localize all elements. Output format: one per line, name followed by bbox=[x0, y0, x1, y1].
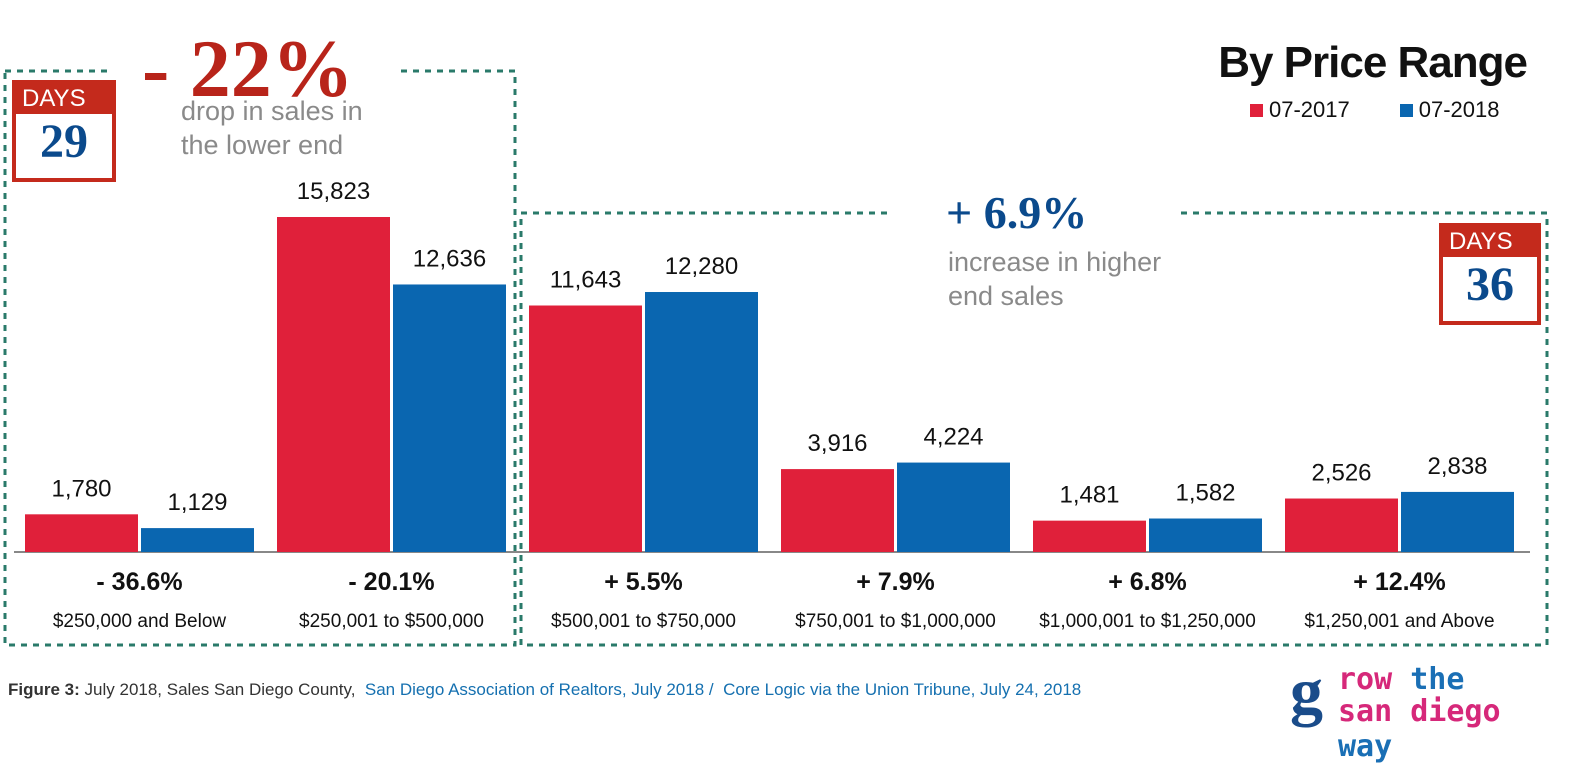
higher-end-note: increase in higher end sales bbox=[948, 245, 1161, 313]
change-label-1: - 20.1% bbox=[348, 568, 434, 596]
category-label-4: $1,000,001 to $1,250,000 bbox=[1039, 611, 1256, 632]
logo-word-san-diego: san diego bbox=[1338, 694, 1501, 729]
logo-word-row: row bbox=[1338, 662, 1393, 697]
source-separator: / bbox=[708, 680, 714, 699]
bar-07-2017-3 bbox=[781, 469, 894, 552]
bar-07-2017-0 bbox=[25, 514, 138, 552]
bar-chart: 1,780 1,129 - 36.6% $250,000 and Below 15,82… bbox=[3, 60, 1549, 647]
bar-07-2017-5 bbox=[1285, 498, 1398, 552]
value-label-07-2018-5: 2,838 bbox=[1427, 453, 1487, 480]
figure-label: Figure 3: bbox=[8, 680, 80, 699]
legend-swatch-2018 bbox=[1399, 103, 1413, 117]
chart-title: By Price Range bbox=[1218, 38, 1528, 87]
value-label-07-2017-4: 1,481 bbox=[1059, 482, 1119, 509]
change-label-4: + 6.8% bbox=[1108, 568, 1187, 596]
value-label-07-2018-3: 4,224 bbox=[923, 424, 983, 451]
category-label-1: $250,001 to $500,000 bbox=[299, 611, 484, 632]
logo-letter-g: g bbox=[1290, 655, 1323, 728]
days-value-lower: 29 bbox=[40, 115, 88, 168]
days-label-higher: DAYS bbox=[1443, 227, 1537, 257]
logo-word-the: the bbox=[1410, 662, 1465, 697]
bar-07-2018-0 bbox=[141, 528, 254, 552]
days-box-lower: DAYS 29 bbox=[12, 80, 116, 182]
bar-07-2017-1 bbox=[277, 217, 390, 552]
value-label-07-2017-5: 2,526 bbox=[1311, 460, 1371, 487]
change-label-0: - 36.6% bbox=[96, 568, 182, 596]
change-label-2: + 5.5% bbox=[604, 568, 683, 596]
lower-end-pct: - 22% bbox=[142, 23, 354, 114]
category-label-0: $250,000 and Below bbox=[53, 611, 227, 632]
days-label-lower: DAYS bbox=[16, 84, 112, 114]
source-link-realtors[interactable]: San Diego Association of Realtors, July … bbox=[364, 680, 705, 699]
category-label-2: $500,001 to $750,000 bbox=[551, 611, 736, 632]
frame-gap-higher bbox=[888, 200, 1180, 224]
change-label-3: + 7.9% bbox=[856, 568, 935, 596]
legend-label-2017: 07-2017 bbox=[1269, 97, 1350, 122]
figure-caption: Figure 3: July 2018, Sales San Diego Cou… bbox=[8, 680, 1081, 700]
figure-description: July 2018, Sales San Diego County, bbox=[84, 680, 356, 699]
value-label-07-2018-1: 12,636 bbox=[413, 245, 486, 272]
value-label-07-2017-1: 15,823 bbox=[297, 178, 370, 205]
category-label-3: $750,001 to $1,000,000 bbox=[795, 611, 996, 632]
days-box-higher: DAYS 36 bbox=[1439, 223, 1541, 325]
value-label-07-2018-4: 1,582 bbox=[1175, 480, 1235, 507]
bar-07-2018-4 bbox=[1149, 518, 1262, 552]
change-label-5: + 12.4% bbox=[1353, 568, 1445, 596]
value-label-07-2018-2: 12,280 bbox=[665, 253, 738, 280]
value-label-07-2018-0: 1,129 bbox=[167, 489, 227, 516]
logo-line-1: row the bbox=[1338, 662, 1464, 697]
value-label-07-2017-0: 1,780 bbox=[51, 475, 111, 502]
higher-end-pct: + 6.9% bbox=[946, 187, 1088, 238]
days-value-higher: 36 bbox=[1466, 258, 1514, 311]
bar-07-2018-5 bbox=[1401, 491, 1514, 552]
lower-end-note-line2: the lower end bbox=[181, 130, 344, 160]
lower-end-note: drop in sales in the lower end bbox=[181, 94, 363, 162]
higher-end-frame bbox=[519, 211, 1549, 647]
frame-gap-lower bbox=[112, 60, 400, 80]
source-link-corelogic[interactable]: Core Logic via the Union Tribune, July 2… bbox=[723, 680, 1082, 699]
grow-the-san-diego-way-logo: g row the san diego way bbox=[1290, 655, 1560, 764]
chart-legend: 07-2017 07-2018 bbox=[1250, 97, 1500, 123]
bar-07-2017-2 bbox=[529, 305, 642, 552]
value-label-07-2017-3: 3,916 bbox=[807, 430, 867, 457]
higher-end-note-line2: end sales bbox=[948, 281, 1064, 311]
legend-swatch-2017 bbox=[1250, 103, 1263, 117]
legend-item-2018: 07-2018 bbox=[1399, 97, 1500, 123]
logo-line-2: san diego way bbox=[1338, 694, 1560, 764]
value-label-07-2017-2: 11,643 bbox=[550, 266, 622, 293]
category-label-5: $1,250,001 and Above bbox=[1304, 611, 1494, 632]
bar-07-2018-2 bbox=[645, 292, 758, 552]
bar-07-2017-4 bbox=[1033, 520, 1146, 552]
legend-item-2017: 07-2017 bbox=[1250, 97, 1350, 123]
lower-end-note-line1: drop in sales in bbox=[181, 96, 363, 126]
bar-07-2018-3 bbox=[897, 462, 1010, 552]
higher-end-note-line1: increase in higher bbox=[948, 247, 1162, 277]
legend-label-2018: 07-2018 bbox=[1418, 97, 1500, 122]
logo-word-way: way bbox=[1338, 729, 1393, 764]
bar-07-2018-1 bbox=[393, 284, 506, 552]
